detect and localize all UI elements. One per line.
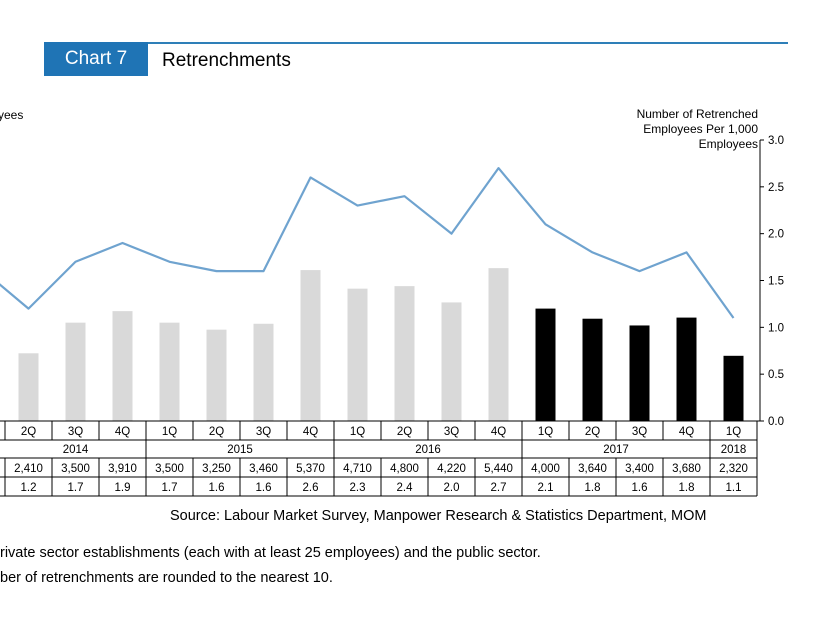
retrenchment-count-10: 5,440: [484, 463, 513, 475]
retrenchment-count-13: 3,400: [625, 463, 654, 475]
year-label-2014: 2014: [63, 444, 89, 456]
retrenchment-rate-6: 2.6: [303, 482, 319, 494]
quarter-label-5: 3Q: [256, 426, 271, 438]
right-y-tick-label-0: 0.0: [768, 416, 784, 428]
retrenchment-count-15: 2,320: [719, 463, 748, 475]
retrenchment-rate-4: 1.6: [209, 482, 225, 494]
quarter-label-0: 2Q: [21, 426, 36, 438]
retrenchment-count-1: 3,500: [61, 463, 90, 475]
retrenchment-rate-12: 1.8: [585, 482, 601, 494]
quarter-label-4: 2Q: [209, 426, 224, 438]
quarter-label-8: 2Q: [397, 426, 412, 438]
rate-line-series: [0, 167, 735, 319]
bar-3q-5: [253, 323, 274, 421]
quarter-label-7: 1Q: [350, 426, 365, 438]
retrenchment-rate-5: 1.6: [256, 482, 272, 494]
retrenchment-rate-3: 1.7: [162, 482, 178, 494]
right-axis-label: Number of Retrenched Employees Per 1,000…: [636, 107, 758, 151]
bar-2q-4: [206, 329, 227, 421]
right-y-tick-label-3: 1.5: [768, 276, 784, 288]
bar-1q-3: [159, 322, 180, 421]
retrenchment-count-4: 3,250: [202, 463, 231, 475]
retrenchment-count-8: 4,800: [390, 463, 419, 475]
bar-3q-1: [65, 322, 86, 421]
retrenchment-rate-11: 2.1: [538, 482, 554, 494]
bar-1q-15: [723, 355, 744, 421]
quarter-label-1: 3Q: [68, 426, 83, 438]
footnote-1: rivate sector establishments (each with …: [0, 545, 541, 561]
quarter-label-6: 4Q: [303, 426, 318, 438]
chart-number-badge: Chart 7: [44, 42, 148, 76]
retrenchment-rate-14: 1.8: [679, 482, 695, 494]
retrenchment-count-11: 4,000: [531, 463, 560, 475]
right-y-tick-label-2: 1.0: [768, 322, 784, 334]
quarter-label-11: 1Q: [538, 426, 553, 438]
quarter-label-3: 1Q: [162, 426, 177, 438]
retrenchment-count-7: 4,710: [343, 463, 372, 475]
retrenchment-rate-0: 1.2: [21, 482, 37, 494]
retrenchment-count-6: 5,370: [296, 463, 325, 475]
quarter-label-2: 4Q: [115, 426, 130, 438]
bar-1q-11: [535, 308, 556, 421]
quarter-label-15: 1Q: [726, 426, 741, 438]
bar-1q-7: [347, 288, 368, 421]
bar-2q-12: [582, 318, 603, 421]
quarter-label-13: 3Q: [632, 426, 647, 438]
year-label-2017: 2017: [603, 444, 629, 456]
quarter-label-9: 3Q: [444, 426, 459, 438]
bar-4q-2: [112, 311, 133, 421]
year-label-2015: 2015: [227, 444, 253, 456]
retrenchment-count-0: 2,410: [14, 463, 43, 475]
retrenchment-rate-1: 1.7: [68, 482, 84, 494]
retrenchment-count-14: 3,680: [672, 463, 701, 475]
footnote-2: ber of retrenchments are rounded to the …: [0, 570, 333, 586]
chart-title: Retrenchments: [162, 50, 291, 71]
retrenchment-count-5: 3,460: [249, 463, 278, 475]
bar-3q-13: [629, 325, 650, 421]
year-label-2016: 2016: [415, 444, 441, 456]
bar-2q-0: [18, 353, 39, 421]
bar-3q-9: [441, 302, 462, 421]
bar-4q-6: [300, 270, 321, 421]
retrenchment-rate-8: 2.4: [397, 482, 414, 494]
year-label-2018: 2018: [721, 444, 747, 456]
right-y-tick-label-4: 2.0: [768, 229, 784, 241]
retrenchment-rate-15: 1.1: [726, 482, 742, 494]
source-note: Source: Labour Market Survey, Manpower R…: [170, 508, 707, 524]
retrenchment-rate-13: 1.6: [632, 482, 648, 494]
retrenchment-rate-7: 2.3: [350, 482, 366, 494]
quarter-label-10: 4Q: [491, 426, 506, 438]
bar-2q-8: [394, 286, 415, 421]
retrenchment-count-3: 3,500: [155, 463, 184, 475]
bar-4q-14: [676, 317, 697, 421]
right-y-tick-label-5: 2.5: [768, 182, 784, 194]
quarter-label-14: 4Q: [679, 426, 694, 438]
bar-4q-10: [488, 268, 509, 421]
retrenchment-count-9: 4,220: [437, 463, 466, 475]
left-axis-label: yees: [0, 108, 24, 122]
retrenchments-chart: 0.0 0.5 1.0 1.5 2.0 2.5 3.0 2Q 3Q 4Q 1Q 2Q 3Q 4Q 1Q 2Q 3…: [0, 135, 784, 497]
right-y-tick-label-1: 0.5: [768, 369, 784, 381]
header-rule: [44, 42, 788, 44]
retrenchment-rate-9: 2.0: [444, 482, 460, 494]
right-y-tick-label-6: 3.0: [768, 135, 784, 147]
retrenchment-count-12: 3,640: [578, 463, 607, 475]
quarter-label-12: 2Q: [585, 426, 600, 438]
retrenchment-count-2: 3,910: [108, 463, 137, 475]
retrenchment-rate-2: 1.9: [115, 482, 131, 494]
retrenchment-rate-10: 2.7: [491, 482, 507, 494]
